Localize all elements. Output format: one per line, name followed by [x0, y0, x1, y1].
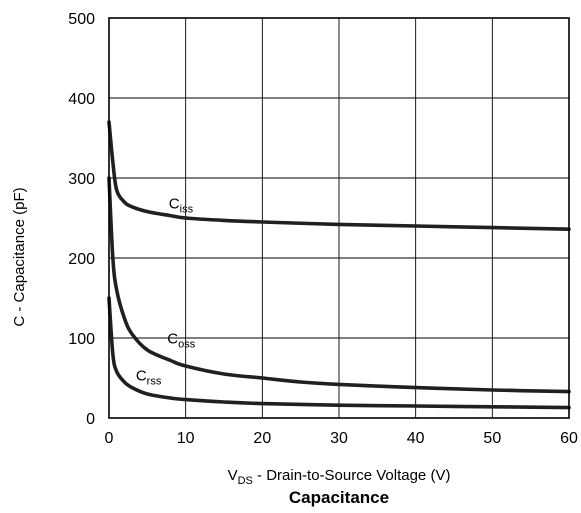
x-tick-label: 40 — [407, 430, 425, 447]
y-axis-title: C - Capacitance (pF) — [11, 187, 28, 326]
y-tick-label: 200 — [68, 251, 95, 268]
series-label-crss: Crss — [136, 367, 162, 387]
x-axis-title-subscript: DS — [238, 475, 253, 487]
series-label-coss: Coss — [167, 331, 195, 351]
x-tick-label: 20 — [253, 430, 271, 447]
grid — [109, 18, 569, 418]
y-tick-label: 100 — [68, 331, 95, 348]
y-tick-label: 500 — [68, 11, 95, 28]
series-label-subscript: iss — [180, 203, 194, 215]
chart-title: Capacitance — [289, 488, 389, 507]
x-axis-title-rest: - Drain-to-Source Voltage (V) — [253, 467, 451, 484]
series-label-main: C — [167, 331, 178, 348]
x-tick-label: 60 — [560, 430, 578, 447]
y-tick-labels: 0 100 200 300 400 500 — [68, 11, 95, 428]
y-tick-label: 0 — [86, 411, 95, 428]
y-tick-label: 300 — [68, 171, 95, 188]
series-line-ciss — [107, 120, 571, 231]
series-label-subscript: oss — [178, 339, 196, 351]
x-axis-title: VDS - Drain-to-Source Voltage (V) — [228, 467, 451, 487]
x-tick-label: 30 — [330, 430, 348, 447]
y-tick-label: 400 — [68, 91, 95, 108]
x-tick-labels: 0 10 20 30 40 50 60 — [105, 430, 578, 447]
series-label-main: C — [136, 367, 147, 384]
x-tick-label: 0 — [105, 430, 114, 447]
plot-frame — [108, 17, 570, 419]
series-label-subscript: rss — [147, 375, 162, 387]
series-label-ciss: Ciss — [169, 195, 194, 215]
series-label-main: C — [169, 195, 180, 212]
series-lines — [107, 120, 571, 410]
x-axis-title-main: V — [228, 467, 238, 484]
x-tick-label: 50 — [483, 430, 501, 447]
series-line-coss — [107, 176, 571, 394]
x-tick-label: 10 — [177, 430, 195, 447]
series-line-crss — [107, 296, 571, 410]
